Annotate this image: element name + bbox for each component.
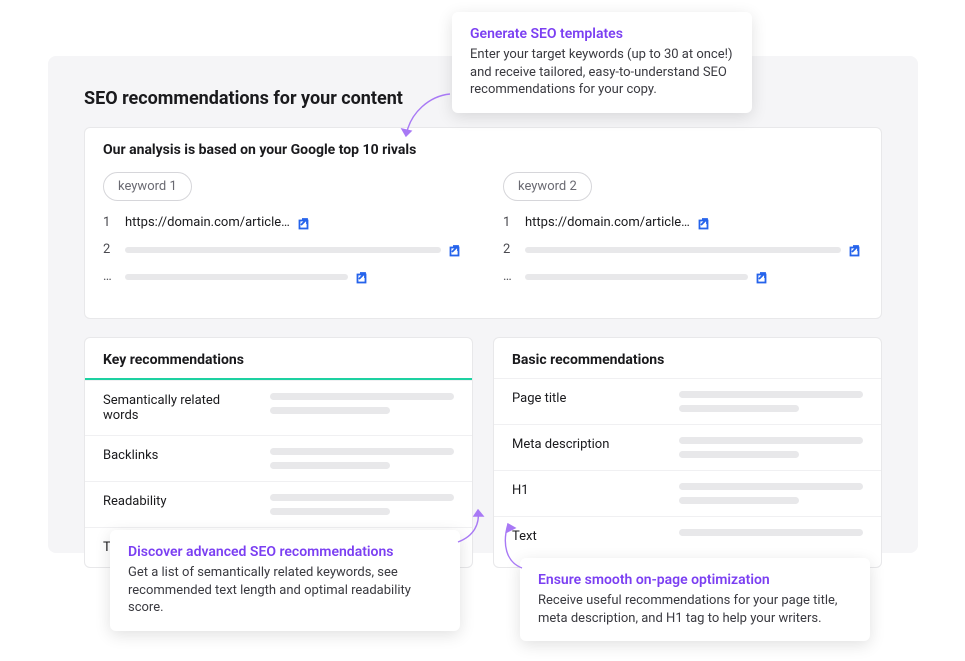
skeleton-bar [525,247,841,253]
rec-label: Page title [512,391,659,406]
rival-row: 2 [103,242,463,257]
rival-url: https://domain.com/article… [525,215,690,230]
external-link-icon[interactable] [849,243,863,257]
rec-skeleton [270,393,454,414]
external-link-icon[interactable] [449,243,463,257]
rec-row: Readability [85,481,472,527]
rec-skeleton [679,391,863,412]
rival-index: … [103,269,117,284]
rec-skeleton [679,483,863,504]
rec-label: H1 [512,483,659,498]
rec-row: H1 [494,470,881,516]
keyword-column-1: keyword 1 1 https://domain.com/article… … [103,172,463,296]
rec-label: Meta description [512,437,659,452]
rec-label: Backlinks [103,448,250,463]
rival-index: 2 [103,242,117,257]
external-link-icon[interactable] [698,216,712,230]
external-link-icon[interactable] [298,216,312,230]
tooltip-body: Receive useful recommendations for your … [538,592,852,627]
tooltip-body: Enter your target keywords (up to 30 at … [470,46,734,99]
rec-skeleton [679,529,863,543]
rival-index: 1 [103,215,117,230]
rec-row: Semantically related words [85,380,472,435]
tooltip-title: Generate SEO templates [470,26,734,42]
skeleton-bar [125,247,441,253]
analysis-body: keyword 1 1 https://domain.com/article… … [85,172,881,318]
rec-label: Semantically related words [103,393,250,423]
rec-row: Page title [494,378,881,424]
rival-row: … [103,269,463,284]
basic-rec-title: Basic recommendations [494,338,881,378]
rec-row: Text [494,516,881,556]
rec-skeleton [270,448,454,469]
rec-row: Meta description [494,424,881,470]
tooltip-body: Get a list of semantically related keywo… [128,564,442,617]
external-link-icon[interactable] [356,270,370,284]
tooltip-onpage-opt: Ensure smooth on-page optimization Recei… [520,558,870,641]
rival-index: … [503,269,517,284]
basic-recommendations-panel: Basic recommendations Page title Meta de… [493,337,882,568]
rec-skeleton [270,494,454,515]
skeleton-bar [525,274,748,280]
tooltip-title: Ensure smooth on-page optimization [538,572,852,588]
rival-index: 2 [503,242,517,257]
tooltip-title: Discover advanced SEO recommendations [128,544,442,560]
rival-row: 2 [503,242,863,257]
keyword-column-2: keyword 2 1 https://domain.com/article… … [503,172,863,296]
skeleton-bar [125,274,348,280]
rival-index: 1 [503,215,517,230]
rec-skeleton [679,437,863,458]
main-canvas: SEO recommendations for your content Our… [48,56,918,553]
rival-row: 1 https://domain.com/article… [103,215,463,230]
tooltip-generate-templates: Generate SEO templates Enter your target… [452,12,752,113]
key-rec-title: Key recommendations [85,338,472,380]
analysis-panel-title: Our analysis is based on your Google top… [85,128,881,172]
rec-row: Backlinks [85,435,472,481]
rival-url: https://domain.com/article… [125,215,290,230]
rival-row: 1 https://domain.com/article… [503,215,863,230]
rec-label: Text [512,529,659,544]
keyword-chip[interactable]: keyword 2 [503,172,592,201]
keyword-chip[interactable]: keyword 1 [103,172,192,201]
rival-row: … [503,269,863,284]
analysis-panel: Our analysis is based on your Google top… [84,127,882,319]
rec-label: Readability [103,494,250,509]
external-link-icon[interactable] [756,270,770,284]
tooltip-advanced-rec: Discover advanced SEO recommendations Ge… [110,530,460,631]
